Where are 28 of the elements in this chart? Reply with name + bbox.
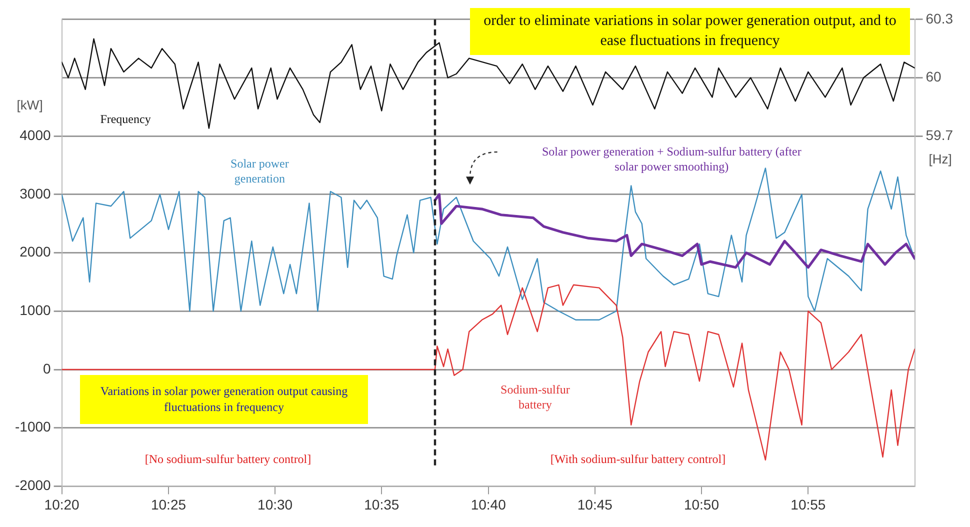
annotation: [No sodium-sulfur battery control]: [144, 452, 312, 468]
x-tick-label: 10:30: [258, 496, 293, 512]
y-tick-label: 0: [43, 360, 52, 376]
text: Frequency: [100, 112, 151, 126]
y-tick-label: 3000: [20, 185, 52, 202]
y-tick-label: -1000: [14, 418, 52, 435]
x-tick-label: 10:20: [44, 496, 80, 512]
text: Solar power generation: [230, 156, 289, 186]
x-tick-label: 10:40: [470, 496, 506, 512]
y2-tick-label: 59.7: [926, 126, 954, 143]
y-tick-label: 4000: [20, 126, 52, 143]
y-tick-label: -2000: [14, 477, 52, 494]
y2-axis-title: [Hz]: [928, 152, 952, 167]
annotation: [With sodium-sulfur battery control]: [549, 452, 727, 468]
x-tick-label: 10:35: [364, 496, 400, 512]
y2-tick-label: 60.3: [926, 10, 954, 26]
x-tick-label: 10:25: [150, 496, 186, 512]
y-tick-label: 1000: [20, 302, 52, 318]
y2-tick-label: 60: [926, 68, 942, 85]
x-tick-label: 10:55: [790, 496, 826, 512]
y-tick-label: 2000: [20, 244, 52, 260]
note-box: Variations in solar power generation output causing fluctuations in frequency: [80, 375, 368, 424]
x-tick-label: 10:45: [577, 496, 613, 512]
note-box: order to eliminate variations in solar power generation output, and to ease fluctuations in frequency: [470, 8, 910, 55]
y-axis-title: [kW]: [16, 98, 43, 113]
text: Solar power generation + Sodium-sulfur battery (after solar power smoothing): [542, 144, 802, 174]
text: Sodium-sulfur battery: [500, 382, 570, 412]
x-tick-label: 10:50: [684, 496, 720, 512]
